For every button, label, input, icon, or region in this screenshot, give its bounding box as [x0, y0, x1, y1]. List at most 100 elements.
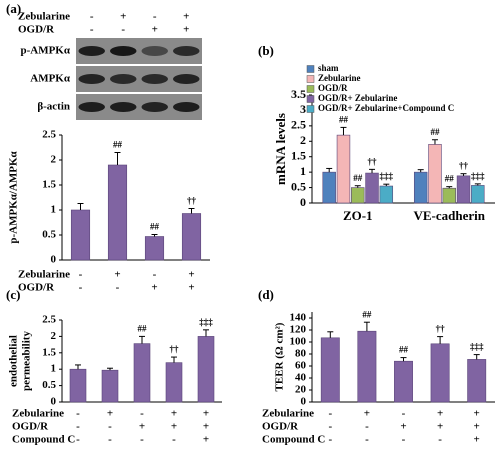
condition-sign: +: [474, 408, 480, 420]
annotation: ##: [138, 323, 148, 333]
condition-sign: +: [171, 421, 177, 433]
bar: [197, 336, 215, 403]
condition-sign: -: [121, 24, 125, 36]
condition-sign: -: [365, 421, 369, 433]
legend-swatch: [306, 75, 315, 83]
bar: [133, 343, 151, 403]
bar: [430, 343, 450, 403]
condition-label: Zebularine: [18, 11, 70, 23]
y-tick-label: 2: [51, 330, 57, 342]
y-axis-label: permeability: [21, 331, 33, 391]
y-tick-label: 1.5: [291, 148, 306, 162]
condition-sign: -: [79, 282, 83, 294]
y-tick-label: 0.5: [42, 229, 56, 241]
legend-label: Zebularine: [318, 73, 361, 83]
y-tick-label: 1.5: [42, 346, 56, 358]
bar: [336, 134, 351, 204]
legend-swatch: [306, 105, 315, 113]
y-tick-label: 0.5: [291, 179, 306, 193]
bar: [320, 337, 340, 403]
bar: [101, 369, 119, 403]
condition-sign: +: [400, 421, 406, 433]
condition-sign: +: [183, 11, 189, 23]
bar: [428, 144, 442, 204]
condition-sign: -: [328, 434, 332, 446]
bar: [181, 213, 202, 261]
condition-sign: -: [365, 434, 369, 446]
bar: [70, 209, 91, 261]
condition-sign: +: [114, 269, 120, 281]
x-tick-label: ZO-1: [343, 208, 373, 223]
condition-sign: -: [328, 408, 332, 420]
condition-label: Zebularine: [18, 269, 70, 281]
blot-label: β-actin: [37, 101, 70, 113]
bar: [107, 164, 128, 261]
annotation: ††: [170, 344, 180, 354]
condition-sign: +: [188, 269, 194, 281]
condition-label: Zebularine: [12, 408, 64, 420]
condition-sign: -: [79, 269, 83, 281]
legend-swatch: [306, 85, 315, 93]
bar: [351, 187, 365, 204]
annotation: ††: [368, 156, 378, 166]
bar: [442, 187, 456, 204]
legend-label: OGD/R: [318, 83, 348, 93]
condition-sign: -: [108, 421, 112, 433]
y-tick-label: 0: [301, 396, 307, 408]
annotation: ##: [353, 173, 363, 183]
condition-sign: -: [140, 408, 144, 420]
bar: [322, 171, 336, 204]
condition-sign: -: [90, 24, 94, 36]
y-tick-label: 3.5: [291, 87, 306, 101]
y-tick-label: 3: [300, 102, 306, 116]
y-tick-label: 2: [51, 154, 57, 166]
y-tick-label: 40: [295, 372, 307, 384]
blot-band: [110, 46, 137, 56]
y-tick-label: 2.5: [42, 314, 56, 326]
condition-sign: +: [107, 408, 113, 420]
annotation: ##: [430, 127, 440, 137]
condition-sign: +: [203, 408, 209, 420]
condition-sign: -: [402, 408, 406, 420]
condition-sign: -: [116, 282, 120, 294]
condition-sign: -: [438, 434, 442, 446]
annotation: ##: [150, 222, 160, 232]
condition-sign: -: [153, 11, 157, 23]
condition-sign: +: [364, 408, 370, 420]
panel-label: (a): [6, 1, 21, 16]
legend-label: sham: [318, 63, 339, 73]
y-tick-label: 0: [51, 396, 57, 408]
condition-sign: -: [90, 11, 94, 23]
annotation: ##: [362, 309, 372, 319]
blot-band: [78, 102, 105, 112]
annotation: ##: [113, 140, 123, 150]
condition-sign: +: [474, 421, 480, 433]
condition-sign: +: [437, 421, 443, 433]
legend-label: OGD/R+ Zebularine+Compound C: [318, 103, 454, 113]
y-tick-label: 0.5: [42, 379, 56, 391]
condition-sign: -: [108, 434, 112, 446]
bar: [456, 175, 471, 204]
y-tick-label: 1: [51, 363, 57, 375]
annotation: ‡‡‡: [470, 342, 484, 352]
bar: [365, 172, 379, 204]
condition-sign: +: [437, 408, 443, 420]
y-tick-label: 2.5: [42, 129, 56, 141]
panel-label: (b): [258, 43, 274, 58]
blot-band: [141, 46, 168, 56]
blot-band: [110, 102, 137, 112]
condition-sign: +: [152, 24, 158, 36]
y-tick-label: 100: [290, 336, 307, 348]
condition-sign: +: [188, 282, 194, 294]
y-axis-label: TEER (Ω cm²): [274, 322, 286, 391]
y-tick-label: 2.5: [291, 118, 306, 132]
condition-sign: -: [172, 434, 176, 446]
bar: [144, 236, 165, 261]
legend-label: OGD/R+ Zebularine: [318, 93, 397, 103]
y-axis-label: mRNA levels: [273, 113, 288, 185]
y-axis-label: p-AMPKα/AMPKα: [8, 150, 20, 243]
y-tick-label: 20: [295, 384, 307, 396]
annotation: ‡‡‡: [471, 171, 485, 181]
condition-sign: -: [76, 408, 80, 420]
